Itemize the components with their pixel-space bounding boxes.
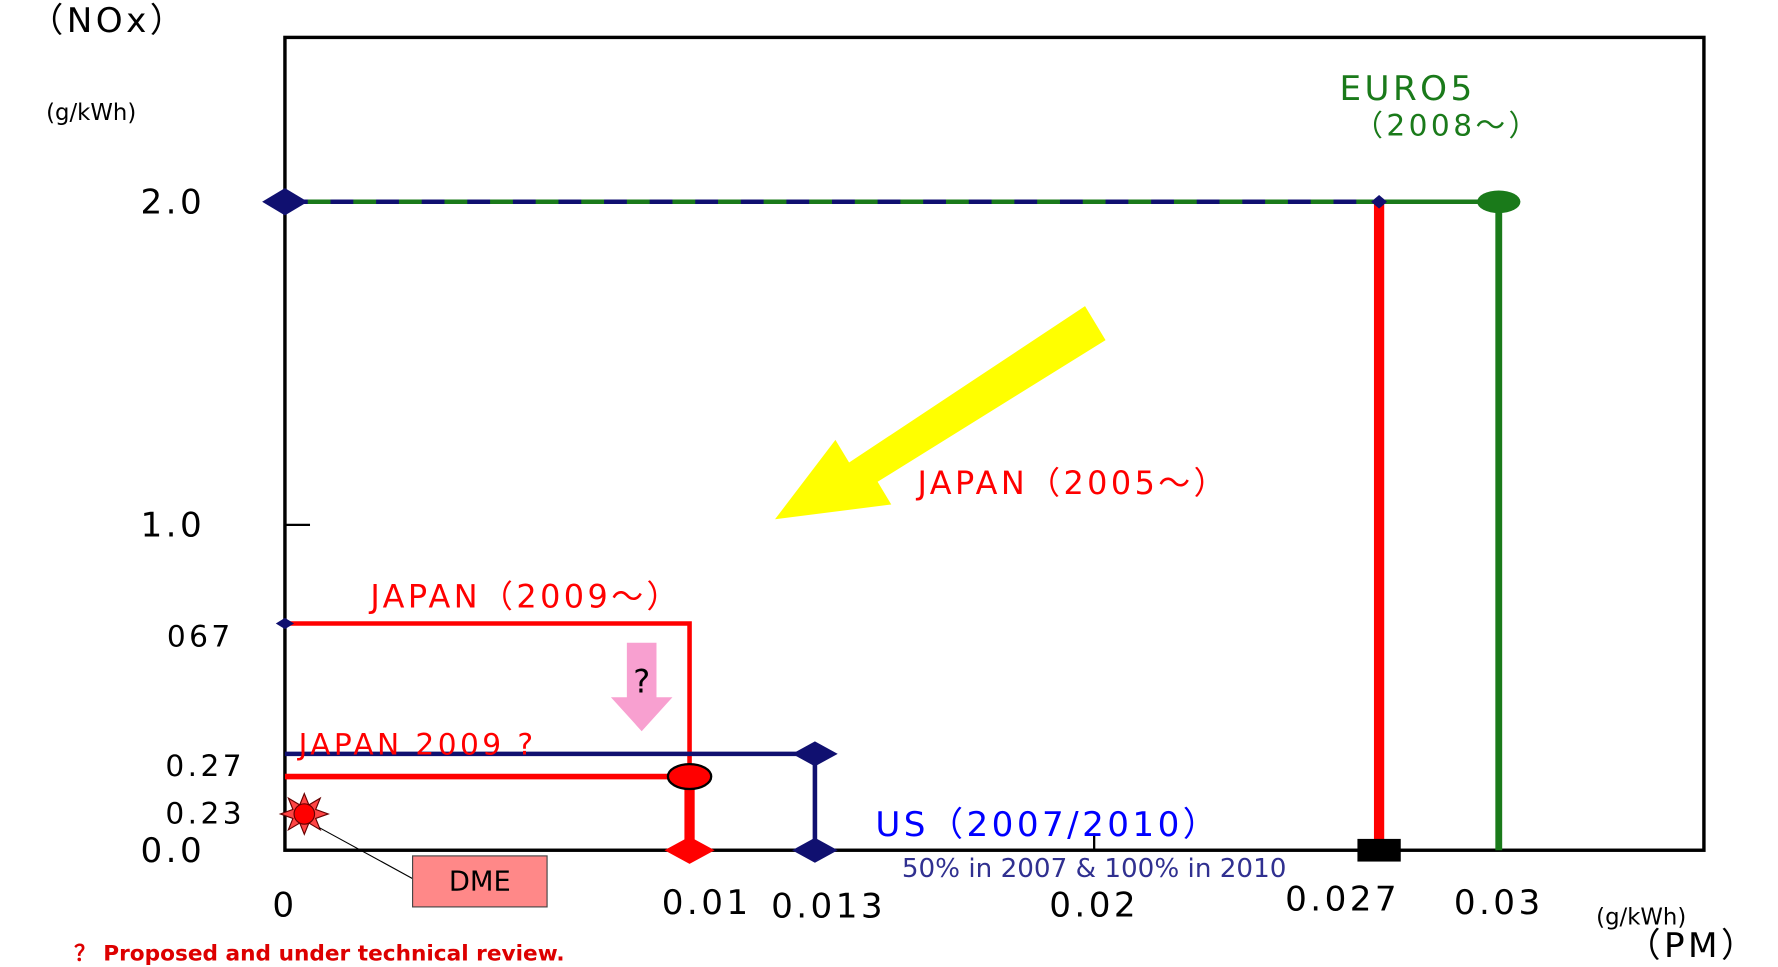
y-title: （NOx） bbox=[29, 1, 187, 41]
x-title: （PM） bbox=[1626, 926, 1758, 966]
x-tick-label: 0.03 bbox=[1454, 883, 1544, 923]
y-tick-label: 2.0 bbox=[141, 183, 206, 223]
y-tick-label: 067 bbox=[167, 620, 234, 654]
pink-arrow bbox=[610, 642, 673, 732]
x-tick-label: 0.013 bbox=[771, 887, 886, 927]
y-tick-label: 0.23 bbox=[165, 797, 245, 831]
marker bbox=[262, 188, 308, 216]
euro5-label: EURO5 bbox=[1340, 69, 1476, 109]
question-mark: ? bbox=[633, 663, 650, 701]
japan2009-label: JAPAN（2009～） bbox=[368, 578, 681, 616]
marker bbox=[666, 762, 713, 791]
japan2005-label: JAPAN（2005～） bbox=[915, 464, 1228, 502]
y-tick-label: 0.27 bbox=[165, 749, 245, 783]
marker bbox=[792, 741, 838, 767]
y-unit: (g/kWh) bbox=[46, 100, 136, 126]
yellow-arrow bbox=[775, 306, 1106, 520]
x-tick-label: 0.01 bbox=[662, 883, 752, 923]
us-label: US（2007/2010） bbox=[875, 805, 1220, 845]
dme-leader bbox=[318, 827, 413, 880]
dme-marker bbox=[293, 803, 316, 825]
footnote: ？ Proposed and under technical review. bbox=[74, 942, 564, 967]
plot-frame bbox=[283, 35, 1706, 852]
euro5-marker bbox=[1477, 190, 1521, 214]
x-tick-label: 0.027 bbox=[1285, 880, 1400, 920]
x-tick-label: 0 bbox=[272, 885, 297, 925]
x-tick-label: 0.02 bbox=[1049, 885, 1139, 925]
marker bbox=[1357, 838, 1401, 862]
japan2009-proposed-label: JAPAN 2009 ? bbox=[297, 727, 537, 761]
marker bbox=[664, 836, 715, 864]
marker bbox=[792, 837, 838, 863]
marker bbox=[275, 617, 295, 630]
euro5-year: （2008～） bbox=[1353, 109, 1541, 143]
y-tick-label: 0.0 bbox=[141, 831, 206, 871]
dme-box bbox=[412, 855, 548, 908]
us-note: 50% in 2007 & 100% in 2010 bbox=[902, 854, 1287, 884]
us-line bbox=[284, 751, 818, 851]
marker bbox=[1371, 194, 1388, 209]
dme-label: DME bbox=[449, 867, 511, 898]
x-unit: (g/kWh) bbox=[1596, 905, 1686, 931]
y-tick-label: 1.0 bbox=[141, 506, 206, 546]
